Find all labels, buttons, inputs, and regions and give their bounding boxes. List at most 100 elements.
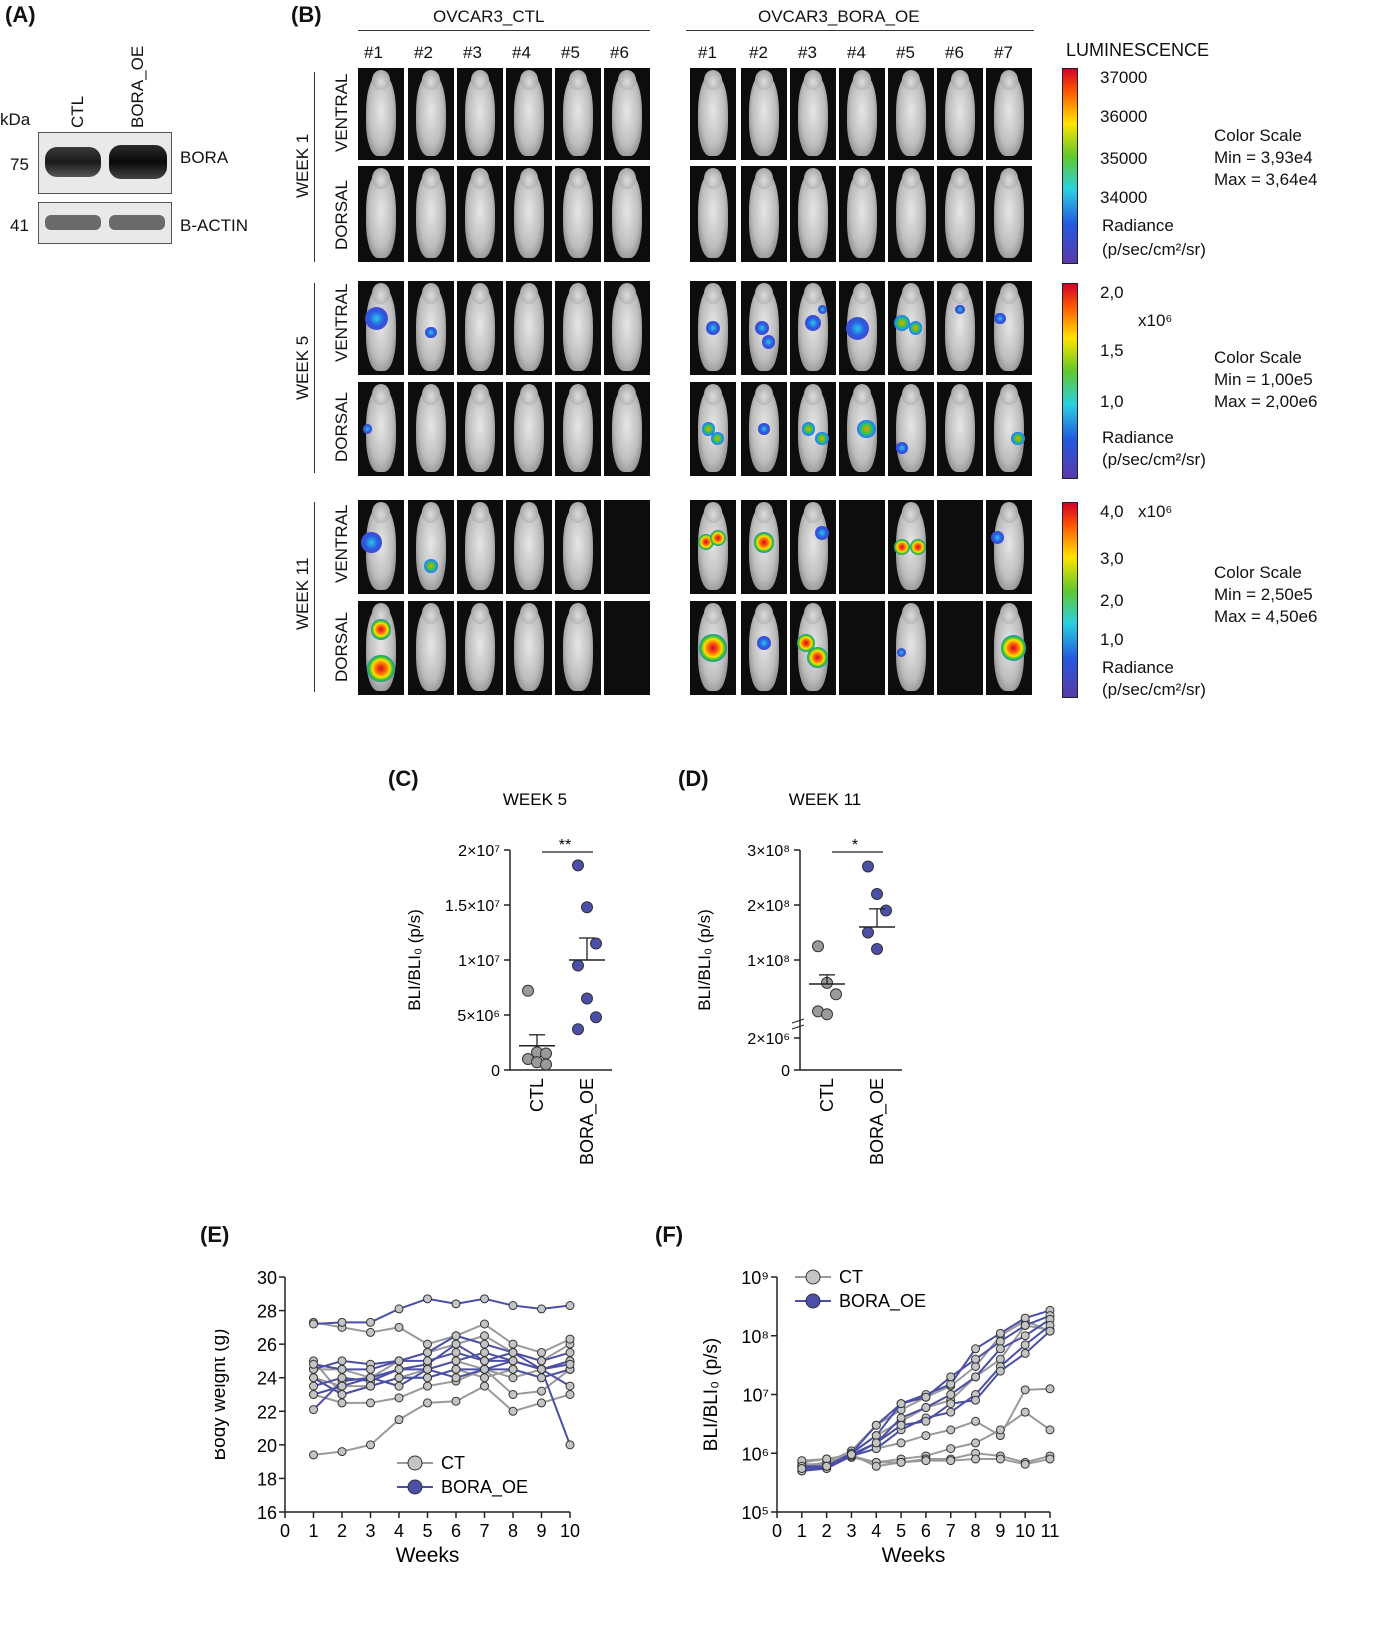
y-tick-label: 2×10⁸ <box>747 898 790 915</box>
x-tick-label: 7 <box>479 1521 489 1541</box>
data-point <box>565 1381 575 1391</box>
x-category-label: CTL <box>817 1078 837 1112</box>
oe-mouse-id: #1 <box>698 43 717 62</box>
data-point <box>423 1348 432 1358</box>
mouse-image <box>888 500 934 594</box>
data-point <box>394 1415 404 1425</box>
mouse-image <box>888 166 934 262</box>
x-tick-label: 9 <box>995 1521 1005 1541</box>
x-tick-label: 0 <box>280 1521 290 1541</box>
y-tick-label: 18 <box>257 1469 277 1489</box>
x-tick-label: 4 <box>394 1521 404 1541</box>
mouse-image <box>604 382 650 476</box>
mouse-image <box>839 68 885 160</box>
mouse-image <box>690 601 736 695</box>
marker-41: 41 <box>10 216 29 235</box>
y-axis-label: BLI/BLI₀ (p/s) <box>405 909 424 1011</box>
oe-mouse-id: #5 <box>896 43 915 62</box>
mouse-image <box>937 68 983 160</box>
data-point <box>337 1317 347 1327</box>
y-axis-label: Body weight (g) <box>215 1328 230 1460</box>
mouse-image <box>741 68 787 160</box>
significance-stars: * <box>852 837 858 854</box>
data-point <box>423 1364 432 1374</box>
data-point <box>508 1390 518 1399</box>
data-point <box>394 1364 404 1374</box>
data-point <box>581 992 593 1005</box>
color-scale-bar <box>1062 68 1078 264</box>
data-point <box>896 1399 906 1409</box>
mouse-image <box>741 281 787 375</box>
legend-label: CT <box>441 1453 465 1473</box>
chart-title: WEEK 5 <box>503 790 567 809</box>
data-point <box>896 1420 906 1430</box>
data-point <box>871 1420 881 1430</box>
color-scale-range: Max = 4,50e6 <box>1214 607 1318 626</box>
data-point <box>337 1398 347 1408</box>
mouse-image <box>457 68 503 160</box>
mouse-image <box>986 68 1032 160</box>
bioluminescence-signal <box>364 307 388 331</box>
mouse-image <box>690 281 736 375</box>
w11-ventral: VENTRAL <box>332 504 351 583</box>
y-tick-label: 30 <box>257 1268 277 1288</box>
mouse-image <box>690 500 736 594</box>
data-point <box>971 1372 981 1382</box>
mouse-image <box>986 500 1032 594</box>
data-point <box>946 1456 956 1466</box>
bioluminescence-signal <box>706 321 720 335</box>
y-axis-label: BLI/BLI₀ (p/s) <box>695 909 714 1011</box>
bioluminescence-signal <box>709 529 726 546</box>
color-scale-exponent: x10⁶ <box>1138 311 1173 330</box>
data-point <box>309 1390 318 1399</box>
data-point <box>394 1381 404 1391</box>
mouse-image <box>690 166 736 262</box>
data-point <box>822 1454 832 1464</box>
oe-mouse-id: #6 <box>945 43 964 62</box>
mouse-image <box>457 281 503 375</box>
x-tick-label: 5 <box>896 1521 906 1541</box>
mouse-image <box>986 281 1032 375</box>
chart-f: 10⁵ 10⁶ 10⁷ 10⁸ 10⁹ 0 1 2 3 4 5 6 7 8 9 10 11 Weeks BLI/BL… <box>701 1267 1059 1567</box>
legend-label: BORA_OE <box>441 1477 528 1498</box>
data-point <box>871 888 883 900</box>
color-scale-tick: 34000 <box>1100 188 1148 208</box>
data-point <box>394 1356 404 1366</box>
data-point <box>995 1336 1005 1346</box>
mouse-image <box>937 281 983 375</box>
mouse-image <box>408 382 454 476</box>
data-point <box>423 1294 432 1304</box>
data-point <box>540 1047 552 1060</box>
y-tick-label: 22 <box>257 1402 277 1422</box>
x-tick-label: 5 <box>422 1521 432 1541</box>
x-tick-label: 4 <box>871 1521 881 1541</box>
chart-e: 16 18 20 22 24 26 28 30 0 1 2 3 4 5 6 7 8 9 10 Weeks Body we… <box>215 1268 580 1567</box>
data-point <box>971 1395 981 1405</box>
mouse-image <box>408 500 454 594</box>
mouse-image <box>358 166 404 262</box>
data-point <box>451 1299 461 1309</box>
color-scale-range: Color Scale <box>1214 563 1302 582</box>
color-scale-tick: 4,0 <box>1100 502 1124 521</box>
mouse-image <box>604 68 650 160</box>
data-point <box>971 1454 981 1464</box>
mouse-image <box>555 68 601 160</box>
data-point <box>1045 1425 1055 1435</box>
data-point <box>522 984 534 997</box>
bioluminescence-signal <box>1011 431 1026 446</box>
x-axis-label: Weeks <box>882 1544 946 1567</box>
data-point <box>1020 1348 1030 1358</box>
mouse-image <box>408 68 454 160</box>
data-point <box>822 1461 832 1471</box>
mouse-image-empty <box>604 601 650 695</box>
panel-c-label: (C) <box>388 766 419 791</box>
radiance-label: Radiance <box>1102 216 1174 235</box>
w1-ventral: VENTRAL <box>332 73 351 152</box>
mouse-image <box>506 68 552 160</box>
lane-ctl: CTL <box>68 95 87 128</box>
data-point <box>451 1364 461 1374</box>
x-category-label: BORA_OE <box>577 1078 598 1165</box>
data-point <box>565 1359 575 1369</box>
x-category-label: CTL <box>527 1078 547 1112</box>
mouse-image <box>986 601 1032 695</box>
